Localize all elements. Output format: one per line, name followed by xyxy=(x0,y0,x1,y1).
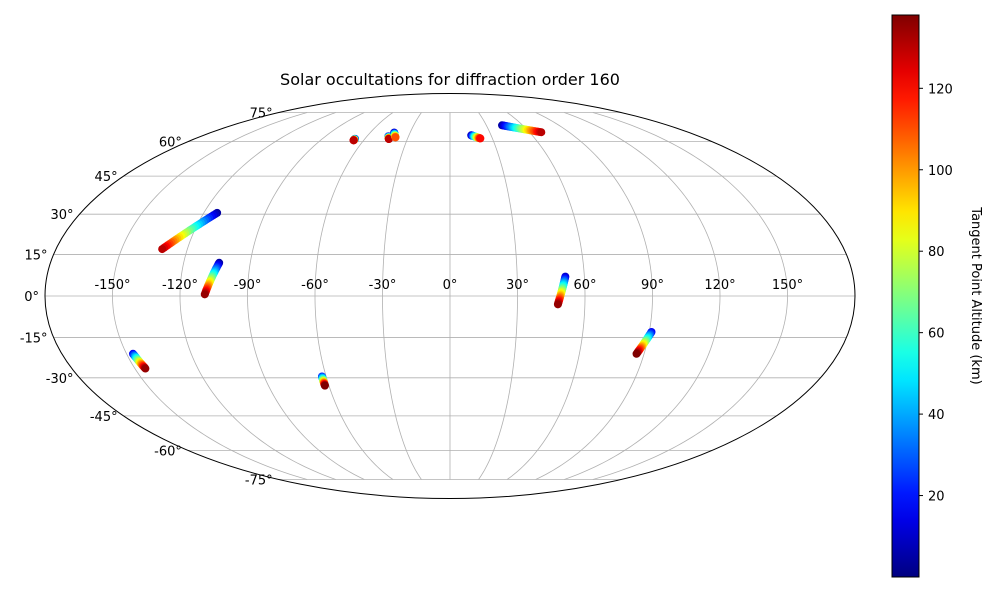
longitude-tick-label: 90° xyxy=(641,278,664,293)
longitude-tick-label: 120° xyxy=(704,278,735,293)
colorbar-label: Tangent Point Altitude (km) xyxy=(968,206,983,384)
latitude-tick-label: -75° xyxy=(245,473,273,488)
colorbar-tick-label: 100 xyxy=(928,164,953,179)
graticule xyxy=(45,112,855,480)
latitude-tick-label: -60° xyxy=(154,444,182,459)
latitude-tick-label: -30° xyxy=(46,372,74,387)
longitude-tick-label: -120° xyxy=(162,278,198,293)
longitude-tick-label: -150° xyxy=(94,278,130,293)
latitude-tick-label: 30° xyxy=(50,208,73,223)
occultation-point xyxy=(320,381,329,390)
longitude-tick-label: -60° xyxy=(301,278,329,293)
occultation-point xyxy=(476,134,485,143)
occultation-point xyxy=(537,128,546,137)
colorbar-ticks: 20 40 60 80 100 120 xyxy=(919,82,953,505)
longitude-tick-label: 0° xyxy=(443,278,458,293)
colorbar-tick-label: 60 xyxy=(928,327,945,342)
latitude-tick-label: 60° xyxy=(159,136,182,151)
latitude-tick-label: -45° xyxy=(90,410,118,425)
latitude-tick-labels: -75° -60° -45° -30° -15° 0° 15° 30° 45° 60° 75° xyxy=(20,107,273,489)
occultation-point xyxy=(384,135,393,144)
latitude-tick-label: 75° xyxy=(250,107,273,122)
occultation-points xyxy=(129,121,656,390)
latitude-tick-label: -15° xyxy=(20,331,48,346)
occultation-point xyxy=(158,245,167,254)
colorbar-tick-label: 80 xyxy=(928,245,945,260)
map-boundary xyxy=(44,93,856,499)
occultation-point xyxy=(349,136,358,145)
occultation-point xyxy=(141,364,150,373)
occultation-point xyxy=(553,300,562,309)
occultation-point xyxy=(632,349,641,358)
colorbar-tick-label: 20 xyxy=(928,490,945,505)
colorbar-tick-label: 120 xyxy=(928,82,953,97)
latitude-tick-label: 15° xyxy=(25,249,48,264)
chart-title: Solar occultations for diffraction order… xyxy=(280,70,620,89)
occultation-point xyxy=(200,290,209,299)
longitude-tick-label: -30° xyxy=(369,278,397,293)
latitude-tick-label: 0° xyxy=(24,290,39,305)
longitude-tick-label: 30° xyxy=(506,278,529,293)
colorbar-tick-label: 40 xyxy=(928,408,945,423)
longitude-tick-label: 150° xyxy=(772,278,803,293)
longitude-tick-label: 60° xyxy=(573,278,596,293)
colorbar xyxy=(891,14,920,578)
occultation-point xyxy=(391,133,400,142)
longitude-tick-labels: -150° -120° -90° -60° -30° 0° 30° 60° 90° 120° 150… xyxy=(94,278,803,293)
latitude-tick-label: 45° xyxy=(95,170,118,185)
longitude-tick-label: -90° xyxy=(234,278,262,293)
